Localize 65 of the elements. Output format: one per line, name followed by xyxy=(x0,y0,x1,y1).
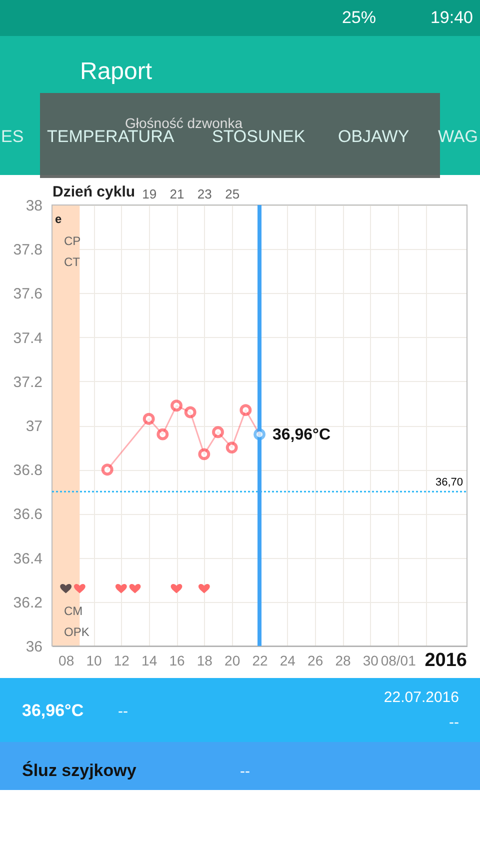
point xyxy=(198,584,210,594)
point xyxy=(101,464,114,476)
x-tick-label: 28 xyxy=(335,652,351,668)
x-tick-label: 18 xyxy=(196,652,213,668)
point xyxy=(184,406,196,418)
point xyxy=(156,428,169,440)
x2-axis-title: Dzień cyklu xyxy=(52,184,136,200)
text: -- xyxy=(240,763,250,780)
text: 19:40 xyxy=(430,8,473,27)
text: 22.07.2016 xyxy=(384,689,459,706)
point xyxy=(74,584,86,594)
point xyxy=(142,412,155,425)
x2-tick-label: 25 xyxy=(225,186,240,202)
y-tick-label: 37.8 xyxy=(13,242,42,259)
y-tick-label: 37 xyxy=(26,418,42,435)
annotation: CP xyxy=(64,234,81,248)
x2-tick-label: 21 xyxy=(170,186,184,202)
x-tick-label: 08 xyxy=(58,652,74,668)
chart-title: Raport xyxy=(80,58,152,85)
x2-tick-label: 23 xyxy=(197,186,212,202)
text: -- xyxy=(449,714,459,731)
annotation: CM xyxy=(64,604,83,618)
y-tick-label: 36.4 xyxy=(13,550,42,568)
text: ES xyxy=(1,127,24,146)
annotation: OPK xyxy=(64,625,90,639)
x-tick-label: 30 xyxy=(362,652,379,668)
y-tick-label: 37.6 xyxy=(13,286,42,303)
y-tick-label: 36 xyxy=(26,638,42,656)
point xyxy=(60,584,72,594)
text: Śluz szyjkowy xyxy=(22,760,137,780)
text: 36,96°C xyxy=(22,701,84,720)
ref-line-label: 36,70 xyxy=(435,476,463,489)
x-tick-label: 16 xyxy=(169,652,185,668)
text: WAG xyxy=(438,127,478,146)
point xyxy=(115,584,127,594)
y-tick-label: 36.2 xyxy=(13,594,42,612)
point xyxy=(212,426,224,438)
x-tick-label: 26 xyxy=(308,652,324,668)
annotation: CT xyxy=(64,255,81,269)
x-tick-label: 12 xyxy=(114,652,130,668)
point xyxy=(170,584,182,594)
point xyxy=(129,584,141,594)
x2-tick-label: 19 xyxy=(142,186,157,202)
point xyxy=(198,448,210,460)
x-tick-label: 08/01 xyxy=(380,652,416,668)
text: 2016 xyxy=(424,650,467,671)
annotation: 36,96°C xyxy=(272,426,331,444)
point xyxy=(240,404,252,416)
y-tick-label: 36.8 xyxy=(13,462,42,480)
text: -- xyxy=(118,703,128,720)
y-tick-label: 37.2 xyxy=(13,374,42,391)
y-tick-label: 36.6 xyxy=(13,506,42,524)
point xyxy=(170,400,182,412)
point xyxy=(254,428,266,440)
x-tick-label: 24 xyxy=(280,652,296,668)
text: OBJAWY xyxy=(338,127,410,146)
x-tick-label: 10 xyxy=(86,652,102,668)
annotation: e xyxy=(55,212,62,226)
point xyxy=(226,442,238,454)
y-tick-label: 37.4 xyxy=(13,330,42,347)
text: 25% xyxy=(342,8,376,27)
x-tick-label: 22 xyxy=(252,652,268,668)
x-tick-label: 20 xyxy=(224,652,240,668)
x-tick-label: 14 xyxy=(142,652,158,668)
y-tick-label: 38 xyxy=(26,198,42,214)
